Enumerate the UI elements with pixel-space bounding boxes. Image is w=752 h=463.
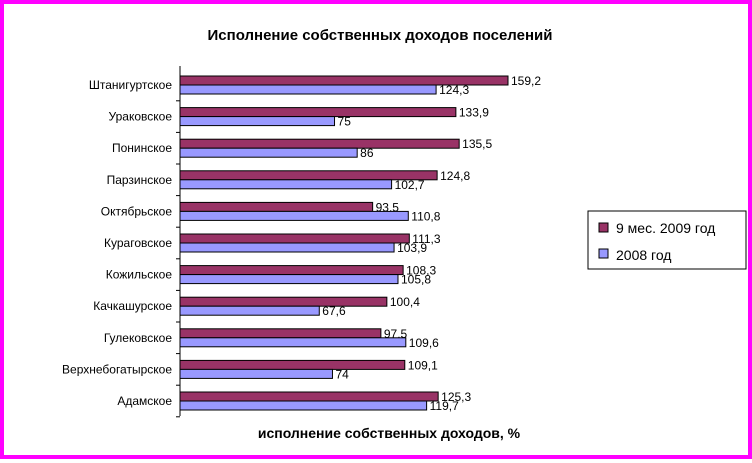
bar-2009 — [179, 359, 406, 370]
value-label-2009: 111,3 — [412, 232, 441, 246]
bar-chart: Исполнение собственных доходов поселений… — [62, 27, 747, 441]
category-labels-group: Штанигуртское Ураковское Понинское Парзинск… — [62, 78, 180, 418]
value-label-2008: 103,9 — [397, 241, 427, 255]
value-label-2009: 133,9 — [459, 106, 489, 120]
bar-2008 — [179, 116, 336, 127]
category-label: Кожильское — [106, 268, 173, 282]
category-label: Верхнебогатырское — [62, 362, 172, 376]
value-label-2008: 109,6 — [409, 336, 439, 350]
bar-2008 — [179, 305, 320, 316]
value-label-2008: 67,6 — [322, 304, 346, 318]
bar-2008 — [179, 179, 393, 190]
value-label-2009: 135,5 — [462, 137, 492, 151]
value-label-2009: 159,2 — [511, 74, 541, 88]
legend: 9 мес. 2009 год 2008 год — [587, 210, 747, 270]
chart-title: Исполнение собственных доходов поселений — [208, 27, 553, 44]
category-label: Качкашурское — [93, 299, 172, 313]
value-label-2008: 75 — [338, 115, 352, 129]
bar-2009 — [179, 296, 388, 307]
category-label: Понинское — [112, 141, 172, 155]
category-label: Штанигуртское — [89, 78, 172, 92]
value-label-2008: 74 — [335, 367, 349, 381]
bar-2008 — [179, 84, 437, 95]
value-label-2008: 86 — [360, 146, 374, 160]
value-label-2009: 108,3 — [406, 264, 436, 278]
category-label: Кураговское — [104, 236, 172, 250]
bar-2008 — [179, 368, 333, 379]
category-label: Октябрьское — [101, 204, 173, 218]
category-label: Гулековское — [104, 331, 172, 345]
value-label-2009: 100,4 — [390, 295, 420, 309]
bar-2009 — [179, 233, 410, 244]
category-label: Ураковское — [109, 110, 173, 124]
bar-2008 — [179, 210, 409, 221]
bars-group: 159,2124,3133,975135,586124,8102,793,511… — [179, 74, 541, 413]
value-label-2008: 105,8 — [401, 273, 431, 287]
value-label-2008: 119,7 — [430, 399, 459, 413]
value-label-2008: 102,7 — [395, 178, 425, 192]
legend-label-2008: 2008 год — [616, 247, 671, 263]
category-label: Парзинское — [107, 173, 173, 187]
bar-2009 — [179, 391, 439, 402]
legend-label-2009: 9 мес. 2009 год — [616, 220, 715, 236]
value-label-2009: 124,8 — [440, 169, 470, 183]
legend-swatch-2009 — [598, 222, 609, 233]
value-label-2009: 125,3 — [441, 390, 471, 404]
bar-2009 — [179, 201, 374, 212]
bar-2008 — [179, 337, 407, 348]
category-label: Адамское — [117, 394, 172, 408]
bar-2008 — [179, 400, 428, 411]
x-axis-title: исполнение собственных доходов, % — [258, 425, 521, 441]
bar-2009 — [179, 265, 404, 276]
bar-2008 — [179, 242, 395, 253]
legend-box — [587, 210, 747, 270]
bar-2009 — [179, 138, 460, 149]
bar-2008 — [179, 274, 399, 285]
legend-swatch-2008 — [598, 248, 609, 259]
bar-2009 — [179, 328, 382, 339]
value-label-2008: 110,8 — [411, 209, 440, 223]
value-label-2009: 109,1 — [408, 358, 438, 372]
bar-2008 — [179, 147, 358, 158]
value-label-2008: 124,3 — [439, 83, 469, 97]
bar-2009 — [179, 107, 457, 118]
